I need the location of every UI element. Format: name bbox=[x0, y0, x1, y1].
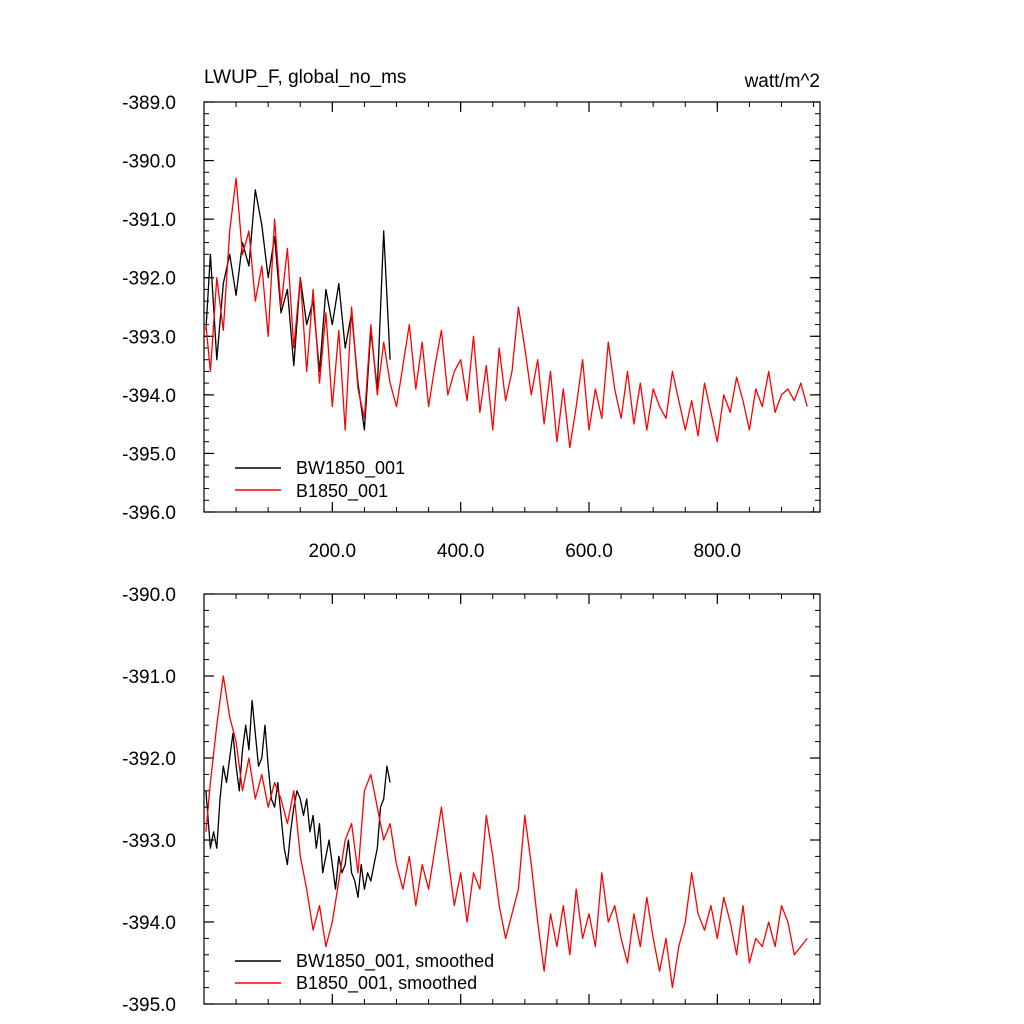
y-tick-label: -389.0 bbox=[122, 93, 176, 114]
y-tick-label: -390.0 bbox=[122, 152, 176, 173]
bottom-plot-frame bbox=[203, 593, 821, 1005]
series-line-1-1 bbox=[205, 675, 808, 989]
bottom-legend-label-b1850: B1850_001, smoothed bbox=[296, 973, 477, 994]
series-line-0-1 bbox=[205, 177, 808, 449]
series-line-1-0 bbox=[205, 699, 391, 899]
x-tick-label: 800.0 bbox=[694, 541, 742, 562]
y-tick-label: -394.0 bbox=[122, 913, 176, 934]
chart-title-left: LWUP_F, global_no_ms bbox=[204, 67, 406, 88]
y-tick-label: -393.0 bbox=[122, 327, 176, 348]
y-tick-label: -395.0 bbox=[122, 444, 176, 465]
top-panel: LWUP_F, global_no_ms watt/m^2 -389.0 -390… bbox=[122, 67, 821, 562]
top-plot-frame bbox=[203, 101, 821, 513]
top-legend-label-b1850: B1850_001 bbox=[296, 481, 388, 502]
top-legend-label-bw1850: BW1850_001 bbox=[296, 458, 405, 479]
chart-units-label: watt/m^2 bbox=[744, 71, 820, 92]
series-line-0-0 bbox=[205, 189, 391, 431]
x-tick-label: 400.0 bbox=[437, 541, 485, 562]
bottom-axis-ticks: -390.0 -391.0 -392.0 -393.0 -394.0 -395.0 bbox=[122, 585, 820, 1016]
top-legend: BW1850_001 B1850_001 bbox=[235, 458, 405, 502]
x-tick-label: 600.0 bbox=[565, 541, 613, 562]
top-axis-ticks: -389.0 -390.0 -391.0 -392.0 -393.0 -394.0 -395… bbox=[122, 93, 820, 562]
bottom-panel: -390.0 -391.0 -392.0 -393.0 -394.0 -395.0 BW1… bbox=[122, 585, 821, 1016]
y-tick-label: -390.0 bbox=[122, 585, 176, 606]
bottom-legend-label-bw1850: BW1850_001, smoothed bbox=[296, 951, 494, 972]
y-tick-label: -391.0 bbox=[122, 210, 176, 231]
y-tick-label: -394.0 bbox=[122, 386, 176, 407]
top-series-group bbox=[205, 177, 808, 449]
bottom-series-group bbox=[205, 675, 808, 989]
y-tick-label: -396.0 bbox=[122, 503, 176, 524]
y-tick-label: -392.0 bbox=[122, 749, 176, 770]
y-tick-label: -395.0 bbox=[122, 995, 176, 1016]
bottom-legend: BW1850_001, smoothed B1850_001, smoothed bbox=[235, 951, 494, 994]
y-tick-label: -391.0 bbox=[122, 667, 176, 688]
x-tick-label: 200.0 bbox=[309, 541, 357, 562]
y-tick-label: -393.0 bbox=[122, 831, 176, 852]
y-tick-label: -392.0 bbox=[122, 269, 176, 290]
